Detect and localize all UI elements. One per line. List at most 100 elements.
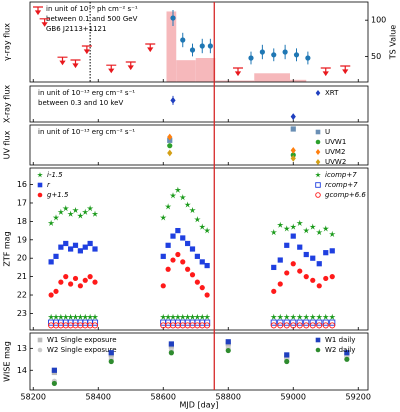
point bbox=[199, 259, 205, 265]
ts-bar bbox=[254, 73, 290, 82]
y-axis-label: UV flux bbox=[3, 130, 12, 159]
point bbox=[67, 313, 74, 320]
panel-frame bbox=[29, 332, 369, 391]
point bbox=[52, 214, 60, 221]
point bbox=[160, 283, 166, 289]
x-tick-label: 59000 bbox=[281, 393, 306, 402]
upper-limit bbox=[145, 43, 156, 53]
point bbox=[194, 313, 201, 320]
point bbox=[284, 270, 290, 276]
y-axis-label: ZTF mag bbox=[3, 231, 12, 266]
point bbox=[204, 262, 210, 269]
point bbox=[189, 313, 196, 320]
upper-limit bbox=[233, 67, 243, 77]
point bbox=[77, 313, 84, 320]
point bbox=[297, 244, 303, 250]
point bbox=[310, 277, 316, 283]
point bbox=[180, 259, 186, 265]
x-tick-label: 58800 bbox=[216, 393, 241, 402]
point bbox=[72, 242, 79, 248]
point bbox=[329, 313, 336, 320]
upper-limit bbox=[106, 64, 117, 74]
point bbox=[322, 313, 329, 320]
ts-bar bbox=[166, 11, 177, 83]
point bbox=[303, 274, 309, 280]
point bbox=[284, 242, 290, 248]
point bbox=[248, 55, 254, 61]
point bbox=[86, 313, 94, 320]
point bbox=[37, 337, 43, 343]
point bbox=[290, 223, 297, 230]
point bbox=[91, 210, 99, 217]
point bbox=[168, 350, 174, 356]
point bbox=[303, 313, 310, 320]
point bbox=[290, 261, 296, 267]
point bbox=[277, 281, 283, 287]
point bbox=[77, 212, 84, 219]
point bbox=[323, 250, 329, 256]
y-tick-label: 21 bbox=[17, 272, 27, 281]
ts-bar bbox=[215, 80, 255, 82]
point bbox=[180, 235, 186, 241]
y2-axis-label: TS Value bbox=[389, 25, 398, 61]
point bbox=[87, 240, 93, 247]
point bbox=[51, 380, 57, 387]
point bbox=[189, 272, 196, 278]
point bbox=[270, 313, 277, 320]
point bbox=[168, 341, 174, 347]
point bbox=[277, 319, 284, 326]
upper-limit bbox=[33, 6, 43, 16]
point bbox=[316, 283, 322, 289]
point bbox=[283, 322, 290, 329]
point bbox=[91, 319, 99, 326]
point bbox=[297, 268, 303, 274]
point bbox=[72, 206, 79, 214]
legend-label: UVM2 bbox=[325, 148, 345, 156]
point bbox=[165, 266, 171, 272]
point bbox=[303, 322, 310, 329]
point bbox=[160, 253, 166, 259]
point bbox=[225, 347, 231, 354]
upper-limit bbox=[39, 18, 50, 27]
legend-label: rcomp+7 bbox=[325, 181, 358, 189]
point bbox=[185, 240, 191, 247]
point bbox=[296, 319, 303, 326]
point bbox=[184, 313, 191, 320]
point bbox=[283, 313, 290, 320]
annotation: GB6 J2113+1121 bbox=[46, 25, 106, 33]
point bbox=[309, 319, 316, 326]
point bbox=[91, 313, 99, 320]
point bbox=[194, 279, 200, 285]
point bbox=[290, 146, 296, 154]
point bbox=[37, 182, 43, 188]
panel-frame bbox=[29, 124, 369, 166]
point bbox=[165, 242, 171, 248]
point bbox=[296, 313, 303, 320]
legend-label: W1 daily bbox=[325, 336, 355, 344]
point bbox=[62, 205, 69, 212]
point bbox=[271, 52, 277, 58]
point bbox=[315, 159, 321, 165]
point bbox=[189, 206, 196, 214]
x-tick-label: 59200 bbox=[346, 393, 371, 402]
point bbox=[277, 322, 284, 329]
point bbox=[309, 313, 316, 320]
point bbox=[170, 15, 176, 21]
point bbox=[169, 313, 177, 320]
point bbox=[184, 201, 191, 208]
point bbox=[77, 283, 83, 289]
point bbox=[303, 251, 309, 258]
upper-limit bbox=[320, 67, 331, 77]
point bbox=[199, 43, 205, 49]
point bbox=[203, 313, 211, 320]
y-axis-label: γ-ray flux bbox=[3, 23, 12, 61]
legend-label: W2 Single exposure bbox=[47, 346, 117, 354]
point bbox=[189, 246, 196, 252]
point bbox=[174, 313, 182, 320]
point bbox=[86, 205, 94, 212]
y-tick-label: 17 bbox=[17, 198, 27, 207]
upper-limit bbox=[70, 59, 81, 69]
point bbox=[283, 225, 290, 232]
point bbox=[322, 322, 329, 329]
point bbox=[316, 322, 323, 329]
